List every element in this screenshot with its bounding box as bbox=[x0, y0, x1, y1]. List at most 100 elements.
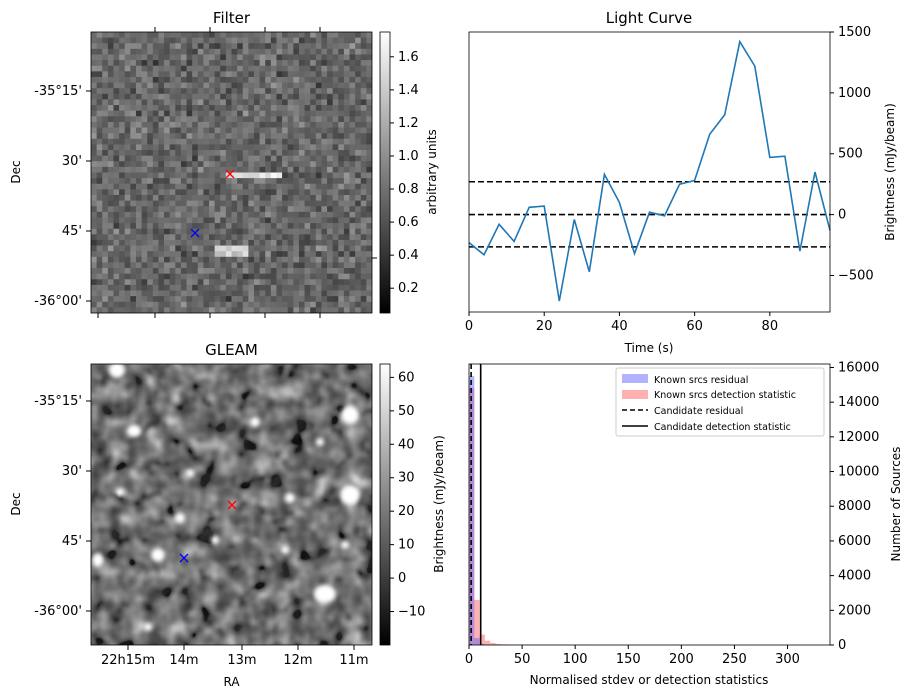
gleam-xlabel: RA bbox=[223, 675, 240, 689]
histogram-bar bbox=[479, 634, 485, 645]
ytick-label: 1500 bbox=[838, 25, 871, 40]
colorbar-tick-label: 40 bbox=[398, 437, 415, 452]
xtick-label: 11m bbox=[339, 653, 368, 668]
histogram-ylabel: Number of Sources bbox=[889, 447, 903, 562]
histogram-xaxis: 0 50 100 150 200 250 300 bbox=[465, 645, 800, 667]
colorbar-tick-label: 10 bbox=[398, 538, 415, 553]
colorbar-tick-label: 20 bbox=[398, 504, 415, 519]
ytick-label: 0 bbox=[838, 208, 846, 223]
legend-swatch-residual bbox=[622, 374, 648, 383]
gleam-image bbox=[91, 364, 372, 645]
candidate-marker bbox=[227, 500, 237, 510]
filter-frame bbox=[90, 31, 373, 314]
ytick-label: 45' bbox=[62, 224, 82, 239]
gleam-colorbar-ticks: −10 0 10 20 30 40 50 60 bbox=[390, 370, 425, 620]
ytick-label: 45' bbox=[62, 534, 82, 549]
xtick-label: 13m bbox=[227, 653, 256, 668]
ytick-label: -36°00' bbox=[34, 294, 82, 309]
filter-colorbar bbox=[379, 31, 391, 314]
xtick-label: 22h15m bbox=[101, 653, 155, 668]
legend-entry: Candidate residual bbox=[654, 406, 743, 417]
colorbar-tick-label: 0.4 bbox=[398, 248, 419, 263]
colorbar-tick-label: 1.0 bbox=[398, 149, 419, 164]
xtick-label: 200 bbox=[669, 652, 694, 667]
ytick-label: 4000 bbox=[838, 569, 871, 584]
light-curve-title: Light Curve bbox=[606, 9, 692, 27]
light-curve-yaxis: −500 0 500 1000 1500 bbox=[830, 25, 874, 283]
histogram-xlabel: Normalised stdev or detection statistics bbox=[530, 673, 769, 687]
gleam-colorbar bbox=[379, 363, 391, 646]
xtick-label: 12m bbox=[283, 653, 312, 668]
xtick-label: 60 bbox=[686, 319, 703, 334]
light-curve-thresholds bbox=[469, 180, 830, 248]
histogram-bar bbox=[495, 643, 501, 645]
filter-yaxis: -35°15' 30' 45' -36°00' bbox=[34, 84, 91, 309]
ytick-label: 0 bbox=[838, 638, 846, 653]
filter-panel: Filter -35°15'30'45'-36°00' Dec 0.20.40.… bbox=[9, 9, 439, 318]
ytick-label: 10000 bbox=[838, 465, 879, 480]
histogram-legend: Known srcs residual Known srcs detection… bbox=[615, 367, 825, 437]
colorbar-tick-label: 0.6 bbox=[398, 215, 419, 230]
light-curve-line bbox=[468, 39, 831, 302]
filter-colorbar-label: arbitrary units bbox=[425, 129, 439, 215]
colorbar-tick-label: 0.2 bbox=[398, 281, 419, 296]
ytick-label: 30' bbox=[62, 154, 82, 169]
gleam-xaxis: 22h15m 14m 13m 12m 11m bbox=[101, 645, 369, 668]
histogram-bar bbox=[479, 643, 485, 645]
colorbar-tick-label: 0.8 bbox=[398, 182, 419, 197]
filter-colorbar-ticks: 0.2 0.4 0.6 0.8 1.0 1.2 1.4 1.6 bbox=[390, 50, 419, 296]
colorbar-tick-label: 1.4 bbox=[398, 83, 419, 98]
xtick-label: 300 bbox=[775, 652, 800, 667]
light-curve-xlabel: Time (s) bbox=[624, 341, 674, 355]
ytick-label: 6000 bbox=[838, 534, 871, 549]
histogram-yaxis: 0 2000 4000 6000 8000 10000 12000 14000 16000 bbox=[830, 360, 879, 653]
xtick-label: 0 bbox=[465, 652, 473, 667]
light-curve-frame bbox=[468, 31, 831, 313]
histogram-frame bbox=[468, 363, 831, 646]
colorbar-tick-label: 1.2 bbox=[398, 116, 419, 131]
filter-ylabel: Dec bbox=[9, 160, 23, 183]
xtick-label: 14m bbox=[169, 653, 198, 668]
gleam-panel: GLEAM -35°15' 30' 45' -36°00' 22h15m 14m 13m 1… bbox=[9, 341, 446, 689]
ytick-label: 2000 bbox=[838, 603, 871, 618]
filter-top-ticks bbox=[97, 27, 377, 318]
light-curve-panel: Light Curve 0 20 40 60 80 −500 0 500 1000 1500 T… bbox=[465, 9, 897, 355]
ytick-label: −500 bbox=[838, 268, 874, 283]
colorbar-tick-label: 0 bbox=[398, 571, 406, 586]
gleam-frame bbox=[90, 363, 373, 646]
gleam-title: GLEAM bbox=[205, 341, 258, 359]
ytick-label: 500 bbox=[838, 147, 863, 162]
gleam-colorbar-label: Brightness (mJy/beam) bbox=[432, 435, 446, 573]
filter-markers bbox=[190, 169, 235, 238]
candidate-marker bbox=[225, 169, 235, 179]
histogram-panel: 0 50 100 150 200 250 300 0 2000 4000 6000 8000 1000… bbox=[465, 360, 903, 687]
ytick-label: 30' bbox=[62, 464, 82, 479]
filter-title: Filter bbox=[213, 9, 251, 27]
gleam-yaxis: -35°15' 30' 45' -36°00' bbox=[34, 394, 91, 619]
xtick-label: 150 bbox=[616, 652, 641, 667]
histogram-candidate-lines bbox=[470, 364, 482, 645]
ytick-label: -35°15' bbox=[34, 394, 82, 409]
colorbar-tick-label: −10 bbox=[398, 605, 425, 620]
legend-box bbox=[615, 367, 825, 437]
xtick-label: 0 bbox=[465, 319, 473, 334]
ytick-label: 12000 bbox=[838, 430, 879, 445]
colorbar-tick-label: 60 bbox=[398, 370, 415, 385]
ytick-label: 16000 bbox=[838, 360, 879, 375]
colorbar-tick-label: 1.6 bbox=[398, 50, 419, 65]
ytick-label: -36°00' bbox=[34, 604, 82, 619]
ytick-label: 1000 bbox=[838, 86, 871, 101]
colorbar-tick-label: 50 bbox=[398, 404, 415, 419]
colorbar-tick-label: 30 bbox=[398, 471, 415, 486]
known-source-marker bbox=[190, 228, 200, 238]
xtick-label: 80 bbox=[762, 319, 779, 334]
xtick-label: 20 bbox=[536, 319, 553, 334]
legend-swatch-detection bbox=[622, 390, 648, 399]
light-curve-xaxis: 0 20 40 60 80 bbox=[465, 312, 778, 334]
filter-image bbox=[91, 32, 372, 313]
xtick-label: 250 bbox=[722, 652, 747, 667]
histogram-bar bbox=[474, 599, 480, 645]
histogram-bar bbox=[474, 638, 480, 645]
gleam-markers bbox=[179, 500, 237, 563]
